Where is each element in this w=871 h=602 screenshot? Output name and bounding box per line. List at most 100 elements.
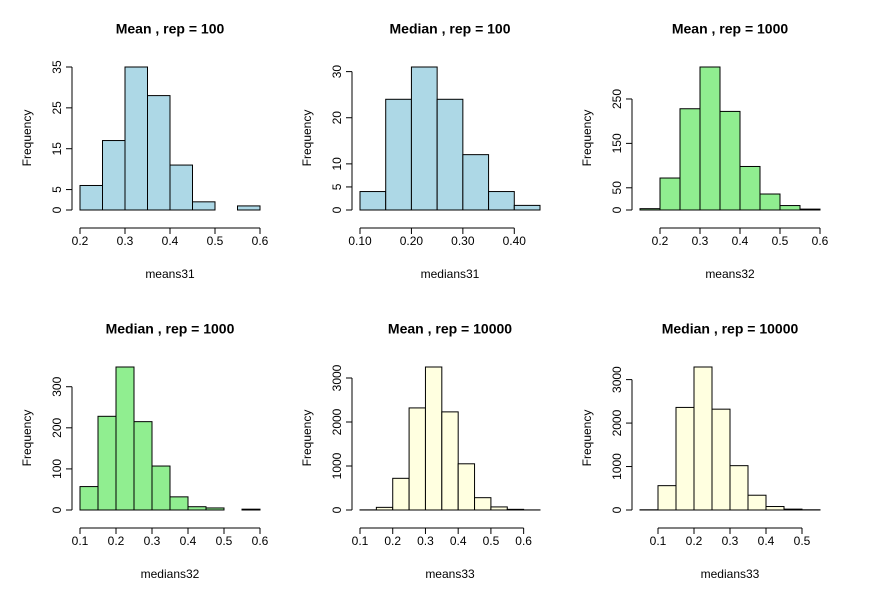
y-tick-label: 1000	[610, 453, 624, 480]
bar	[408, 407, 426, 511]
y-tick-label: 3000	[330, 364, 344, 391]
y-tick-label: 300	[50, 376, 64, 396]
bar	[783, 508, 803, 511]
y-axis-label: Frequency	[580, 410, 594, 467]
bar	[169, 496, 189, 511]
y-tick-label: 10	[330, 157, 344, 171]
x-tick-label: 0.2	[652, 234, 669, 248]
x-tick-label: 0.6	[515, 534, 532, 548]
bar	[488, 191, 515, 211]
panel: Median , rep = 1000 medians32 Frequency 0.1…	[20, 321, 268, 581]
bar	[436, 98, 464, 211]
bar	[205, 507, 225, 511]
bar	[659, 177, 681, 211]
y-tick-label: 15	[50, 142, 64, 156]
bar	[799, 208, 821, 211]
y-tick-label: 20	[330, 111, 344, 125]
x-tick-label: 0.4	[732, 234, 749, 248]
y-tick-label: 150	[610, 133, 624, 153]
y-tick-label: 50	[610, 181, 624, 195]
x-tick-label: 0.30	[451, 234, 475, 248]
y-axis-label: Frequency	[300, 110, 314, 167]
x-tick-label: 0.1	[352, 534, 369, 548]
x-tick-label: 0.5	[207, 234, 224, 248]
bar	[124, 66, 148, 211]
x-axis-label: means33	[425, 567, 475, 581]
x-tick-label: 0.40	[503, 234, 527, 248]
x-axis-label: medians33	[701, 567, 760, 581]
bar	[237, 205, 261, 211]
bar	[115, 366, 135, 511]
x-tick-label: 0.3	[722, 534, 739, 548]
x-tick-label: 0.2	[686, 534, 703, 548]
panel: Median , rep = 10000 medians33 Frequency 0.…	[580, 321, 821, 581]
y-tick-label: 1000	[330, 452, 344, 479]
y-tick-label: 0	[330, 506, 344, 513]
bar	[151, 465, 171, 511]
bar	[457, 463, 476, 511]
y-axis-label: Frequency	[20, 410, 34, 467]
bar	[693, 366, 713, 511]
x-tick-label: 0.6	[252, 234, 269, 248]
bar	[462, 154, 490, 211]
bar	[97, 415, 117, 511]
x-tick-label: 0.2	[108, 534, 125, 548]
y-tick-label: 35	[50, 60, 64, 74]
y-axis-label: Frequency	[300, 410, 314, 467]
bar	[169, 164, 193, 211]
x-tick-label: 0.3	[417, 534, 434, 548]
y-tick-label: 2000	[330, 408, 344, 435]
panel: Mean , rep = 10000 means33 Frequency 0.1 0.2…	[300, 321, 541, 581]
bar	[79, 184, 103, 211]
bar	[424, 366, 443, 511]
bar	[679, 108, 701, 211]
bar	[506, 508, 525, 511]
x-tick-label: 0.6	[252, 534, 269, 548]
x-tick-label: 0.1	[72, 534, 89, 548]
bar	[711, 408, 731, 511]
x-tick-label: 0.6	[812, 234, 829, 248]
x-axis-label: medians32	[141, 567, 200, 581]
bar	[410, 66, 438, 211]
bar	[441, 411, 459, 511]
y-tick-label: 200	[50, 417, 64, 437]
bar	[747, 494, 767, 511]
y-tick-label: 0	[50, 506, 64, 513]
x-tick-label: 0.20	[400, 234, 424, 248]
bar	[513, 204, 541, 211]
y-tick-label: 3000	[610, 366, 624, 393]
bar	[699, 66, 721, 211]
bar	[133, 421, 153, 511]
y-tick-label: 100	[50, 459, 64, 479]
bar	[385, 98, 412, 211]
bar	[765, 506, 785, 511]
y-axis-label: Frequency	[580, 110, 594, 167]
y-tick-label: 0	[610, 206, 624, 213]
bar	[392, 477, 410, 511]
y-tick-label: 25	[50, 101, 64, 115]
bar	[102, 140, 126, 211]
x-tick-label: 0.2	[72, 234, 89, 248]
bar	[739, 165, 761, 211]
bar	[147, 95, 171, 211]
y-tick-label: 30	[330, 65, 344, 79]
y-tick-label: 0	[50, 206, 64, 213]
x-tick-label: 0.4	[450, 534, 467, 548]
bar	[657, 485, 677, 511]
x-tick-label: 0.5	[483, 534, 500, 548]
x-tick-label: 0.3	[692, 234, 709, 248]
y-axis-label: Frequency	[20, 110, 34, 167]
bar	[79, 486, 99, 511]
x-axis-label: medians31	[421, 267, 480, 281]
y-tick-label: 250	[610, 89, 624, 109]
x-axis-label: means31	[145, 267, 195, 281]
y-tick-label: 5	[50, 186, 64, 193]
bar	[187, 506, 207, 511]
bar	[359, 191, 387, 211]
x-tick-label: 0.1	[650, 534, 667, 548]
bar	[779, 205, 801, 211]
bar	[639, 208, 661, 211]
bar	[474, 497, 492, 511]
chart-title: Median , rep = 1000	[106, 321, 235, 337]
